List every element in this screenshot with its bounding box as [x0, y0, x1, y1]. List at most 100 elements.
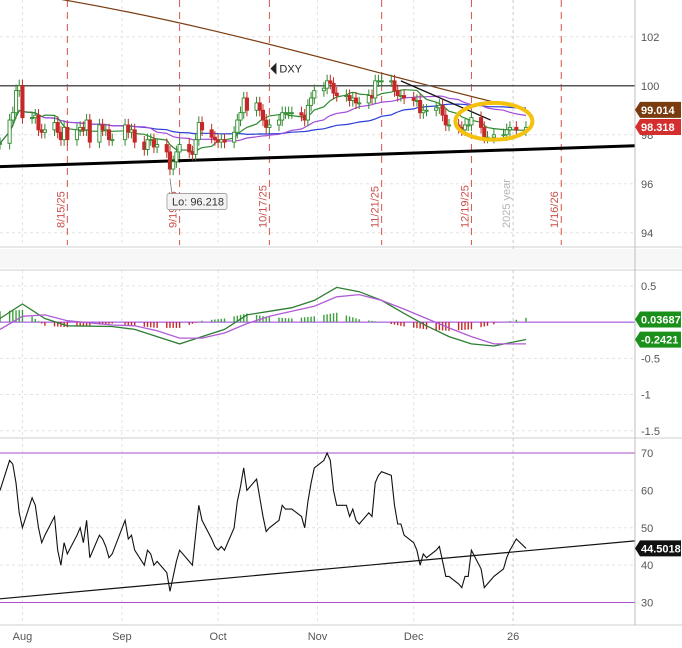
rsi-tick-label: 40 — [641, 560, 653, 572]
candle-body — [97, 124, 102, 143]
rsi-tick-label: 50 — [641, 523, 653, 535]
candle-body — [309, 97, 314, 106]
candle-body — [305, 104, 310, 121]
macd-panel — [0, 286, 635, 347]
candle-body — [260, 109, 266, 121]
candle-body — [389, 80, 394, 83]
candle-body — [491, 134, 496, 138]
candle-body — [145, 139, 150, 150]
candle-body — [20, 85, 25, 119]
candle-body — [151, 139, 156, 148]
candle-body — [171, 161, 176, 170]
candle-body — [55, 122, 60, 133]
panel-frames — [0, 0, 682, 626]
candle-body — [514, 126, 519, 131]
candle-body — [325, 80, 330, 89]
expiration-label: 10/17/25 — [257, 185, 269, 228]
candle-body — [418, 99, 423, 114]
candle-body — [392, 80, 397, 92]
price-panel: DXY Lo: 96.218 — [0, 0, 636, 210]
candle-body — [241, 97, 246, 114]
candle-body — [187, 144, 192, 153]
candle-body — [58, 131, 63, 141]
candle-body — [440, 104, 445, 116]
candle-body — [379, 80, 384, 83]
candle-body — [402, 95, 407, 99]
candle-body — [199, 122, 205, 131]
candle-body — [267, 124, 272, 128]
macd-tick-label: 0.5 — [641, 281, 656, 293]
candle-body — [148, 139, 153, 142]
rsi-value-label: 44.5018 — [641, 543, 681, 555]
candle-body — [328, 80, 333, 84]
candle-body — [479, 117, 484, 128]
candle-body — [501, 134, 506, 137]
candle-body — [347, 95, 352, 101]
candle-body — [434, 107, 439, 111]
candle-body — [33, 114, 38, 119]
x-tick-label: Dec — [404, 631, 424, 643]
price-tick-label: 102 — [641, 32, 659, 44]
candle-body — [216, 139, 221, 143]
price-tick-label: 96 — [641, 179, 653, 191]
symbol-marker-icon — [270, 62, 277, 75]
candle-body — [331, 82, 336, 94]
symbol-label: DXY — [279, 64, 302, 76]
price-tick-label: 100 — [641, 81, 659, 93]
candle-body — [62, 126, 67, 141]
candle-body — [132, 129, 137, 143]
rsi-value-label-bg — [635, 540, 681, 557]
candle-body — [39, 129, 44, 133]
macd-line — [0, 286, 527, 347]
candle-body — [196, 122, 201, 141]
macd-signal-line — [0, 293, 526, 345]
candle-body — [164, 144, 169, 153]
support-trendline — [0, 144, 636, 169]
candle-body — [17, 85, 22, 92]
candle-body — [7, 119, 12, 144]
expiration-label: 8/15/25 — [55, 191, 67, 228]
candle-body — [126, 124, 131, 133]
candle-body — [299, 112, 304, 116]
candle-body — [103, 129, 108, 132]
candle-body — [193, 139, 198, 155]
rsi-panel: Aug Sep Oct Nov Dec 26 — [0, 451, 636, 643]
macd-signal-value-label: -0.2421 — [641, 335, 678, 347]
candle-body — [78, 126, 83, 131]
macd-tick-label: -1.5 — [641, 426, 660, 438]
candle-body — [84, 119, 89, 131]
candle-body — [357, 102, 362, 105]
candle-body — [254, 102, 259, 111]
highlight-circle — [453, 100, 535, 142]
candle-body — [30, 117, 35, 120]
candle-body — [446, 124, 452, 127]
candle-body — [312, 90, 317, 99]
x-tick-label: Aug — [13, 631, 33, 643]
candle-body — [376, 80, 381, 83]
candle-body — [504, 129, 509, 136]
macd-histogram-value-label: 0.03687 — [641, 314, 681, 326]
candle-body — [350, 97, 355, 101]
macd-signal-value-label-bg — [635, 331, 681, 348]
expiration-label: 1/16/26 — [549, 191, 561, 228]
candle-body — [123, 124, 128, 141]
candle-body — [10, 112, 15, 121]
x-tick-label: Nov — [308, 631, 328, 643]
candle-body — [209, 129, 214, 138]
candle-body — [42, 129, 47, 133]
candle-body — [167, 151, 173, 170]
candle-body — [334, 92, 339, 96]
candle-body — [424, 109, 429, 112]
candle-body — [469, 117, 474, 126]
candle-body — [222, 139, 227, 143]
candle-body — [344, 95, 349, 98]
candle-body — [219, 139, 224, 143]
low-label-box — [166, 193, 228, 210]
candle-body — [276, 119, 282, 126]
candle-body — [106, 129, 112, 141]
expiration-lines: 8/15/259/19/2510/17/2511/21/2512/19/251/… — [55, 0, 562, 625]
candle-body — [129, 129, 134, 133]
candle-body — [421, 109, 426, 114]
candle-body — [244, 97, 249, 111]
